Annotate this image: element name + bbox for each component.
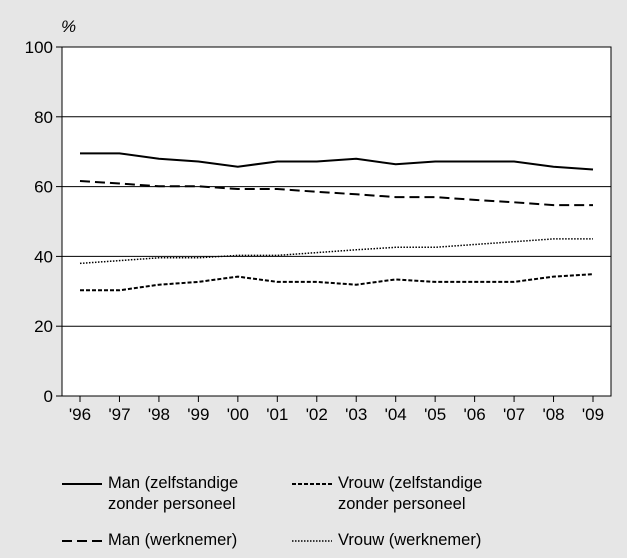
legend-item-man-zzp: Man (zelfstandige zonder personeel (62, 473, 308, 515)
legend-item-vrouw-zzp: Vrouw (zelfstandige zonder personeel (292, 473, 538, 515)
legend-label: Man (zelfstandige zonder personeel (108, 474, 239, 513)
y-tick-label: 100 (25, 38, 53, 57)
x-tick-label: '03 (345, 405, 367, 424)
y-axis-label: % (61, 17, 76, 36)
legend-label: Man (werknemer) (108, 531, 238, 549)
x-tick-label: '01 (266, 405, 288, 424)
plot-frame (61, 46, 612, 397)
y-tick-label: 0 (44, 387, 53, 406)
x-tick-label: '07 (503, 405, 525, 424)
x-tick-label: '96 (69, 405, 91, 424)
series-line-0 (80, 152, 594, 171)
legend-swatch-dotted (292, 540, 332, 542)
chart-svg: 0 20 40 60 80 100% '96 '97 '98 '99 '00 '01 '02 '03 '04… (25, 17, 612, 424)
legend-item-vrouw-werknemer: Vrouw (werknemer) (292, 530, 538, 551)
legend-label: Vrouw (zelfstandige zonder personeel (338, 474, 483, 513)
x-tick-label: '06 (464, 405, 486, 424)
x-tick-label: '08 (542, 405, 564, 424)
y-tick-label: 40 (34, 247, 53, 266)
legend-label: Vrouw (werknemer) (338, 531, 482, 549)
y-tick-label: 60 (34, 178, 53, 197)
y-tick-label: 80 (34, 108, 53, 127)
x-tick-label: '09 (582, 405, 604, 424)
legend-swatch-solid (62, 483, 102, 485)
legend-swatch-long-dash (62, 540, 102, 542)
y-tick-label: 20 (34, 317, 53, 336)
series-line-2 (79, 180, 593, 207)
x-tick-label: '02 (306, 405, 328, 424)
plot-area (62, 47, 611, 396)
x-tick-label: '98 (148, 405, 170, 424)
series-line-1 (80, 273, 594, 292)
x-tick-label: '97 (108, 405, 130, 424)
x-tick-label: '05 (424, 405, 446, 424)
legend-item-man-werknemer: Man (werknemer) (62, 530, 308, 551)
x-tick-label: '99 (187, 405, 209, 424)
x-tick-label: '00 (227, 405, 249, 424)
legend-swatch-short-dash (292, 483, 332, 485)
x-tick-label: '04 (385, 405, 407, 424)
